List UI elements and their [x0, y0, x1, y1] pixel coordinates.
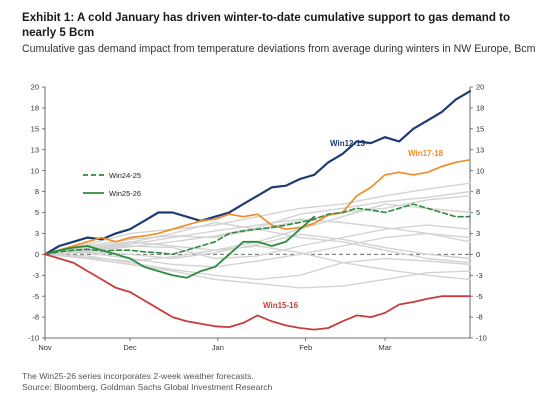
y-tick-label-left: 8: [35, 187, 39, 196]
series-line-win15-16: [44, 253, 471, 331]
y-tick-label-left: 15: [31, 124, 39, 133]
x-tick-label: Mar: [379, 343, 392, 352]
x-tick-label: Jan: [212, 343, 224, 352]
y-tick-label-left: 5: [35, 208, 39, 217]
y-tick-label-right: 15: [476, 124, 484, 133]
y-tick-label-left: -3: [32, 271, 39, 280]
y-tick-label-left: 3: [35, 229, 39, 238]
y-tick-label-right: 5: [476, 208, 480, 217]
y-tick-label-left: -5: [32, 292, 39, 301]
y-tick-label-left: 18: [31, 104, 39, 113]
y-tick-label-right: 13: [476, 145, 484, 154]
series-label-win15-16: Win15-16: [263, 301, 299, 310]
y-tick-label-right: 20: [476, 83, 484, 92]
y-tick-label-right: -8: [476, 313, 483, 322]
series-line-other-winter: [44, 253, 471, 289]
series-line-other-winter: [44, 182, 471, 256]
series-line-other-winter: [44, 245, 471, 281]
y-tick-label-left: 20: [31, 83, 39, 92]
y-tick-label-right: 18: [476, 104, 484, 113]
series-line-win17-18: [44, 158, 471, 256]
y-tick-label-left: 10: [31, 166, 39, 175]
y-tick-label-left: -8: [32, 313, 39, 322]
source-note: Source: Bloomberg, Goldman Sachs Global …: [22, 382, 273, 392]
series-line-win12-13: [43, 90, 472, 256]
y-tick-label-right: 3: [476, 229, 480, 238]
y-tick-label-left: 13: [31, 145, 39, 154]
y-tick-label-left: 0: [35, 250, 39, 259]
series-line-other-winter: [44, 190, 471, 256]
series-line-other-winter: [44, 218, 471, 256]
series-line-other-winter: [44, 224, 471, 260]
x-tick-label: Dec: [123, 343, 137, 352]
series-line-win24-25: [44, 203, 471, 256]
footnote: The Win25-26 series incorporates 2-week …: [22, 371, 254, 381]
series-label-win12-13: Win12-13: [330, 139, 366, 148]
legend-label: Win25-26: [109, 189, 141, 198]
series-label-win17-18: Win17-18: [408, 149, 444, 158]
y-tick-label-left: -10: [28, 334, 39, 343]
chart-title: Exhibit 1: A cold January has driven win…: [22, 11, 511, 39]
x-tick-label: Feb: [299, 343, 312, 352]
y-tick-label-right: -10: [476, 334, 487, 343]
chart-notes: The Win25-26 series incorporates 2-week …: [22, 371, 272, 393]
series-line-win25-26: [44, 215, 316, 279]
legend-label: Win24-25: [109, 171, 141, 180]
chart-subtitle: Cumulative gas demand impact from temper…: [22, 43, 536, 55]
series-line-other-winter: [44, 232, 471, 268]
y-tick-label-right: 8: [476, 187, 480, 196]
x-tick-label: Nov: [38, 343, 52, 352]
y-tick-label-right: 0: [476, 250, 480, 259]
y-tick-label-right: 10: [476, 166, 484, 175]
y-tick-label-right: -3: [476, 271, 483, 280]
y-tick-label-right: -5: [476, 292, 483, 301]
